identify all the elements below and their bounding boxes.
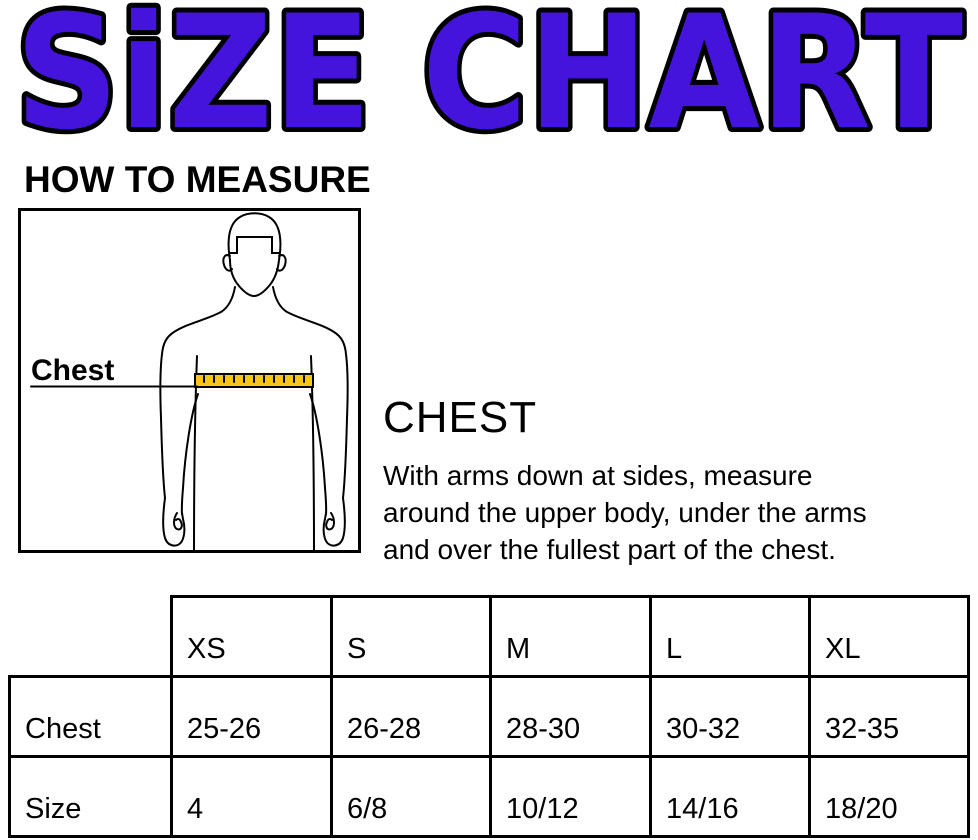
chest-row: Chest 25-26 26-28 28-30 30-32 32-35 xyxy=(8,675,970,758)
right-ear xyxy=(276,254,287,272)
chest-description-line: and over the fullest part of the chest. xyxy=(383,534,836,565)
size-table: XS S M L XL Chest 25-26 26-28 28-30 30-3… xyxy=(8,595,970,838)
row-label-chest: Chest xyxy=(8,675,173,758)
size-table-header-row: XS S M L XL xyxy=(10,595,970,678)
left-thumb xyxy=(173,512,183,531)
hairline xyxy=(229,236,280,254)
measurement-figure: Chest xyxy=(18,208,361,553)
chest-section-heading: CHEST xyxy=(383,393,538,442)
size-column-header-s: S xyxy=(330,595,492,678)
right-arm-outline xyxy=(272,286,349,547)
size-column-header-l: L xyxy=(649,595,811,678)
size-row: Size 4 6/8 10/12 14/16 18/20 xyxy=(8,755,970,838)
table-corner-cell xyxy=(10,597,172,677)
tape-tick-marks xyxy=(203,375,305,383)
row-label-size: Size xyxy=(8,755,173,838)
size-column-header-m: M xyxy=(489,595,652,678)
size-column-header-xl: XL xyxy=(808,595,970,678)
size-cell: 30-32 xyxy=(649,675,811,758)
right-arm-inner-line xyxy=(309,393,328,515)
figure-box-border xyxy=(18,208,361,553)
how-to-measure-heading: HOW TO MEASURE xyxy=(24,159,371,200)
left-arm-inner-line xyxy=(180,393,199,515)
left-arm-outline xyxy=(159,286,236,547)
size-cell: 6/8 xyxy=(330,755,492,838)
size-cell: 10/12 xyxy=(489,755,652,838)
size-cell: 14/16 xyxy=(649,755,811,838)
page-title: SiZE CHART xyxy=(15,0,963,154)
right-thumb xyxy=(325,512,335,531)
chest-description-line: around the upper body, under the arms xyxy=(383,497,867,528)
chest-figure-label: Chest xyxy=(31,354,114,387)
size-cell: 18/20 xyxy=(808,755,970,838)
chest-instructions-section: CHEST With arms down at sides, measure a… xyxy=(383,393,978,568)
size-cell: 4 xyxy=(170,755,333,838)
left-ear xyxy=(222,254,233,272)
title-banner: SiZE CHART xyxy=(10,0,968,154)
chest-description: With arms down at sides, measure around … xyxy=(383,457,978,568)
size-cell: 26-28 xyxy=(330,675,492,758)
size-cell: 28-30 xyxy=(489,675,652,758)
head-outline xyxy=(227,212,282,298)
size-column-header-xs: XS xyxy=(170,595,333,678)
size-cell: 32-35 xyxy=(808,675,970,758)
chest-description-line: With arms down at sides, measure xyxy=(383,460,813,491)
size-cell: 25-26 xyxy=(170,675,333,758)
